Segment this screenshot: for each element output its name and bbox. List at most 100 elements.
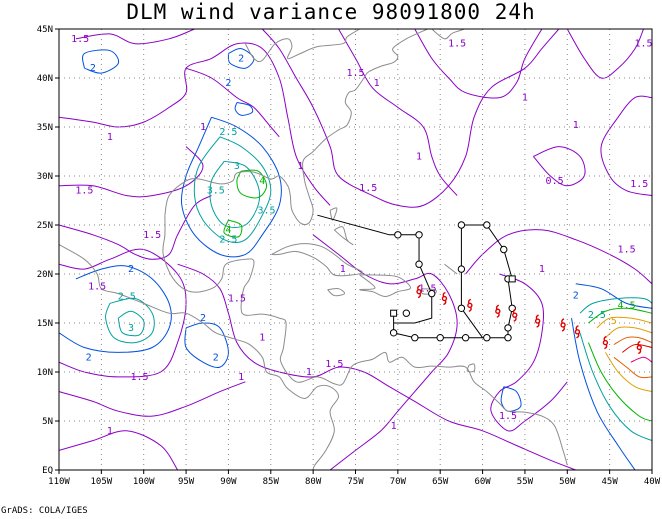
contour-label: 2 — [225, 78, 231, 89]
track-point-circle — [483, 334, 491, 342]
contour-label: 1.5 — [448, 39, 466, 50]
lon-tick-label: 80W — [305, 477, 322, 487]
track-point-circle — [394, 231, 402, 239]
contour-line — [571, 318, 636, 470]
coastline-layer — [59, 29, 568, 470]
contour-label: 1.5 — [325, 359, 343, 370]
track-point-circle — [483, 221, 491, 229]
contour-label: 1.5 — [418, 284, 436, 295]
contour-label: 2.5 — [219, 127, 237, 138]
contour-label: 1 — [374, 78, 380, 89]
page-title: DLM wind variance 98091800 24h — [126, 0, 536, 24]
contour-label: 1.5 — [88, 282, 106, 293]
contour-line — [184, 322, 229, 368]
contour-label: 2.5 — [118, 292, 136, 303]
wind-variance-contours — [59, 29, 652, 470]
track-point-circle — [457, 304, 466, 312]
contour-label: 1 — [391, 421, 397, 432]
coastline — [162, 215, 568, 466]
contour-label: 1 — [200, 122, 206, 133]
grads-credit: GrADS: COLA/IGES — [1, 506, 88, 516]
lat-tick-label: 20N — [37, 270, 53, 280]
lon-tick-label: 65W — [432, 477, 449, 487]
track-point-circle — [402, 309, 411, 317]
contour-line — [622, 343, 652, 353]
track-point-square — [390, 309, 398, 317]
coastline — [244, 29, 360, 63]
contour-line — [605, 326, 652, 339]
contour-line — [105, 297, 155, 344]
contour-label: 2 — [238, 53, 244, 64]
contour-label: 2.5 — [588, 310, 606, 321]
lon-tick-label: 110W — [48, 477, 70, 487]
contour-label: 1 — [107, 426, 113, 437]
contour-line — [59, 42, 331, 206]
contour-label: 3 — [234, 161, 240, 172]
contour-label: 1.5 — [634, 39, 652, 50]
lat-tick-label: 30N — [37, 172, 53, 182]
track-point-circle — [500, 245, 508, 254]
coastline — [271, 243, 363, 277]
contour-label: 1.5 — [618, 245, 636, 256]
contour-line — [588, 307, 652, 324]
lon-tick-label: 60W — [474, 477, 491, 487]
contour-label: 3 — [128, 323, 134, 334]
track-point-circle — [428, 289, 436, 298]
contour-label: 4.5 — [618, 300, 636, 311]
contour-line — [209, 160, 261, 228]
contour-line — [500, 386, 522, 412]
contour-line — [223, 219, 243, 238]
lon-tick-label: 85W — [263, 477, 280, 487]
contour-line — [185, 67, 280, 138]
lat-tick-label: EQ — [42, 466, 53, 476]
contour-line — [261, 29, 560, 208]
longitude-labels: 110W 105W 100W 95W 90W 85W 80W 75W 70W 65W 60W 55W 5… — [48, 470, 661, 487]
storm-track — [317, 214, 516, 342]
lat-tick-label: 5N — [42, 417, 53, 427]
contour-line — [414, 29, 543, 99]
hurricane-symbol — [560, 318, 566, 332]
lon-tick-label: 90W — [220, 477, 237, 487]
contour-label: 2 — [128, 264, 134, 275]
contour-line — [613, 336, 652, 345]
track-point-circle — [415, 231, 423, 239]
contour-label: 1 — [340, 264, 346, 275]
lon-tick-label: 70W — [390, 477, 407, 487]
contour-line — [59, 430, 179, 470]
coastline — [164, 29, 428, 226]
contour-line — [180, 116, 282, 258]
contour-label: 2 — [200, 313, 206, 324]
contour-label: 1.5 — [499, 411, 517, 422]
lon-tick-label: 95W — [178, 477, 195, 487]
coastline — [466, 363, 476, 373]
contour-label: 2 — [90, 63, 96, 74]
contour-line — [59, 195, 212, 260]
contour-line — [596, 316, 652, 329]
track-point-circle — [411, 334, 419, 342]
contour-line — [465, 229, 652, 285]
contour-line — [490, 273, 568, 432]
contour-label: 1 — [238, 372, 244, 383]
coastline — [329, 207, 338, 221]
lon-tick-label: 105W — [91, 477, 113, 487]
contour-label: 1 — [306, 367, 312, 378]
contour-label: 1.5 — [143, 230, 161, 241]
contour-label: 1.5 — [630, 179, 648, 190]
contour-line — [236, 169, 268, 199]
hurricane-symbol — [441, 291, 448, 306]
track-point-circle — [457, 265, 466, 273]
coastline — [359, 274, 412, 298]
hurricane-symbol — [574, 325, 581, 339]
contour-label: 1 — [573, 120, 579, 131]
contour-label: 4 — [259, 176, 265, 187]
lon-tick-label: 55W — [517, 477, 534, 487]
track-point-circle — [436, 334, 444, 342]
contour-label: 1.5 — [75, 186, 93, 197]
coastline — [333, 226, 354, 246]
contour-label: 1.5 — [228, 294, 246, 305]
contour-line — [604, 352, 652, 393]
contour-label: 2 — [213, 352, 219, 363]
lat-tick-label: 10N — [37, 368, 53, 378]
